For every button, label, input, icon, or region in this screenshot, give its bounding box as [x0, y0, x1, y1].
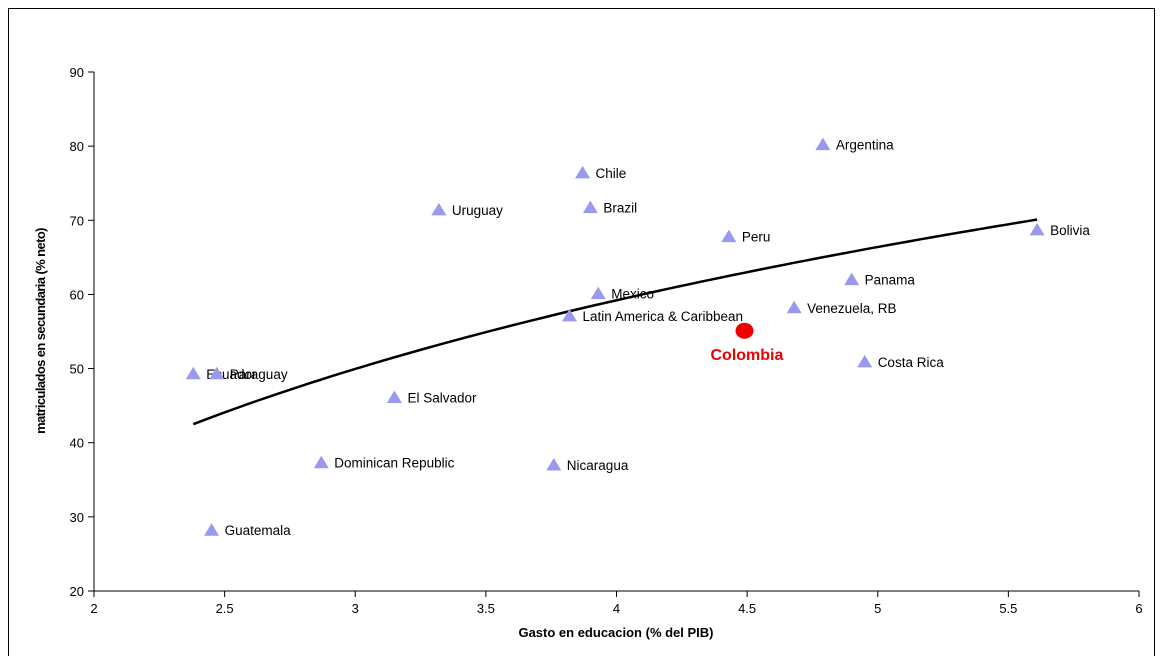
chart-border — [8, 8, 1155, 656]
x-tick-label: 2.5 — [216, 601, 234, 616]
triangle-marker — [786, 300, 802, 314]
x-tick-label: 4 — [613, 601, 620, 616]
y-tick-label: 40 — [70, 436, 84, 451]
y-tick-label: 80 — [70, 139, 84, 154]
point-label: Peru — [742, 230, 771, 245]
data-points: Argentina Chile Uruguay Brazil Peru Bolivia Pa… — [185, 137, 1090, 538]
highlight-marker — [735, 322, 754, 339]
highlight-point-group: Colombia — [711, 322, 784, 364]
triangle-marker — [857, 354, 873, 368]
triangle-marker — [204, 523, 220, 536]
triangle-marker — [546, 457, 562, 471]
triangle-marker — [561, 308, 577, 322]
x-tick-label: 5 — [874, 601, 881, 616]
triangle-marker — [575, 165, 591, 179]
point-label: Uruguay — [452, 203, 503, 218]
y-tick-label: 30 — [70, 510, 84, 525]
y-tick-label: 90 — [70, 65, 84, 80]
point-label: Brazil — [603, 201, 637, 216]
triangle-marker — [209, 366, 225, 380]
y-tick-label: 60 — [70, 287, 84, 302]
y-tick-label: 20 — [70, 584, 84, 599]
x-tick-label: 5.5 — [999, 601, 1017, 616]
x-tick-label: 2 — [90, 601, 97, 616]
x-tick-label: 3.5 — [477, 601, 495, 616]
point-label: Mexico — [611, 287, 654, 302]
y-tick-label: 70 — [70, 213, 84, 228]
point-label: El Salvador — [407, 390, 477, 405]
triangle-marker — [313, 455, 329, 469]
x-tick-label: 6 — [1135, 601, 1142, 616]
x-axis-title: Gasto en educacion (% del PIB) — [518, 625, 713, 640]
point-label: Bolivia — [1050, 223, 1090, 238]
point-label: Venezuela, RB — [807, 301, 896, 316]
point-label: Nicaragua — [567, 458, 629, 473]
point-label: Latin America & Caribbean — [582, 309, 743, 324]
triangle-marker — [844, 272, 860, 286]
point-label: Chile — [596, 166, 627, 181]
triangle-marker — [1029, 222, 1045, 236]
triangle-marker — [815, 137, 831, 151]
triangle-marker — [590, 286, 606, 300]
point-label: Guatemala — [225, 523, 292, 538]
x-tick-label: 4.5 — [738, 601, 756, 616]
y-tick-label: 50 — [70, 362, 84, 377]
point-label: Dominican Republic — [334, 456, 454, 471]
triangle-marker — [582, 200, 598, 214]
trendline — [192, 218, 1038, 426]
point-label: Panama — [865, 273, 916, 288]
highlight-label: Colombia — [711, 347, 784, 364]
y-axis-title: matriculados en secundaria (% neto) — [33, 228, 48, 434]
axes: 2 2.5 3 3.5 4 4.5 5 5.5 6 20 30 40 50 60 70 80 90 — [70, 65, 1143, 616]
triangle-marker — [431, 202, 447, 216]
triangle-marker — [721, 229, 737, 243]
point-label: Argentina — [836, 138, 894, 153]
triangle-marker — [386, 390, 402, 403]
x-tick-label: 3 — [352, 601, 359, 616]
point-label: Costa Rica — [878, 355, 945, 370]
point-label: Paraguay — [230, 367, 288, 382]
triangle-marker — [185, 366, 201, 380]
